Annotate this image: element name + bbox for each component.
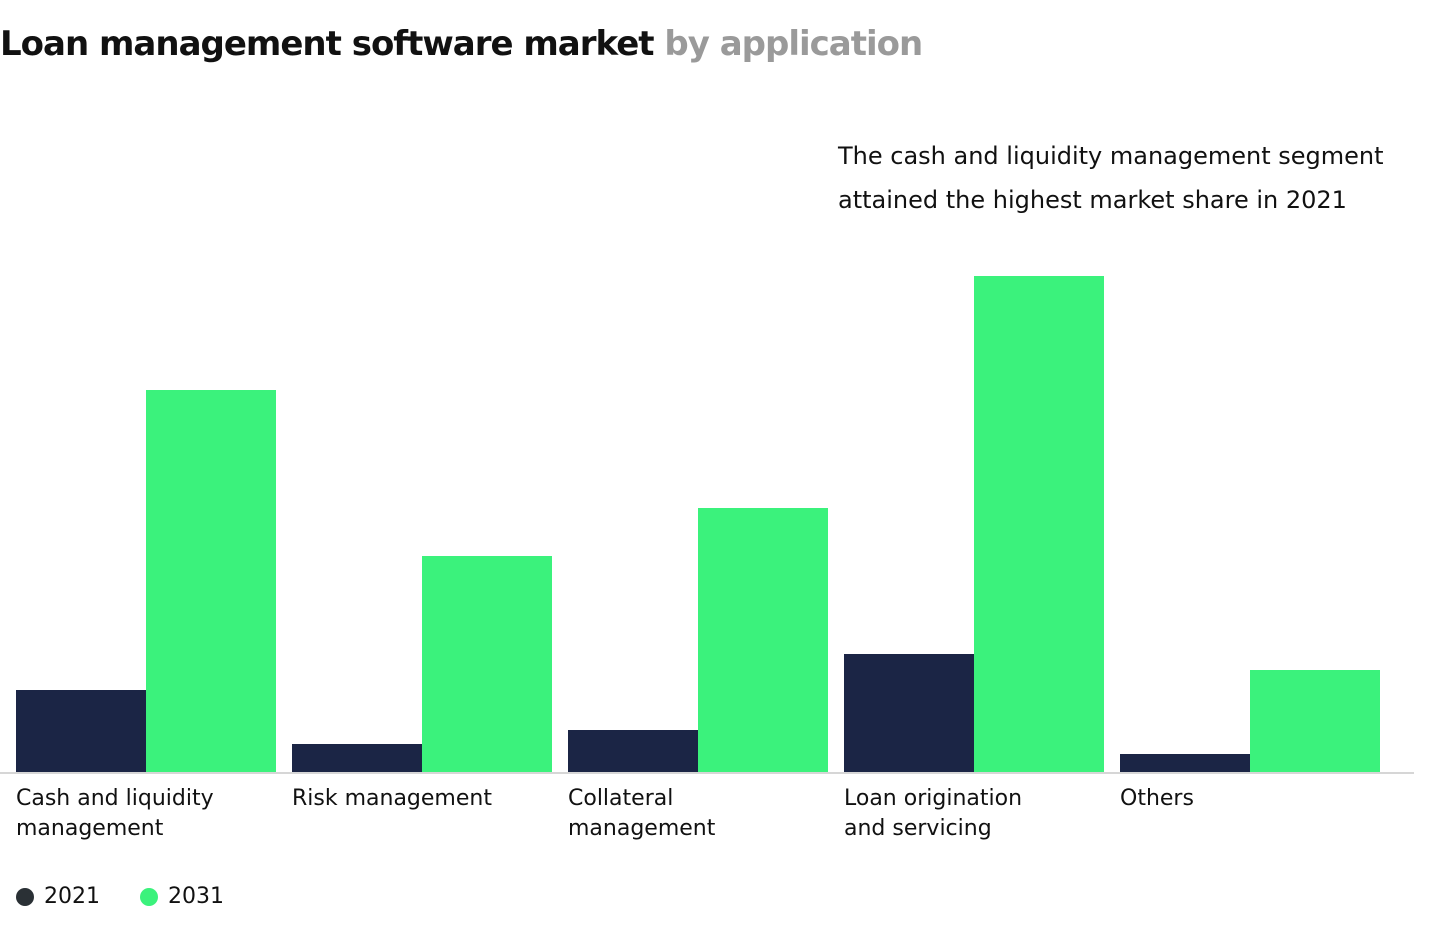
x-tick-label-line: Collateral	[568, 786, 674, 811]
bar-2031-3	[974, 276, 1104, 772]
legend: 2021 2031	[16, 884, 224, 909]
x-tick-label-line: Loan origination	[844, 786, 1023, 811]
chart-annotation: The cash and liquidity management segmen…	[838, 142, 1384, 214]
bar-2031-4	[1250, 670, 1380, 772]
bar-2021-3	[844, 654, 974, 772]
bar-2031-2	[698, 508, 828, 772]
x-tick-label: Others	[1120, 784, 1370, 814]
bar-2031-0	[146, 390, 276, 772]
x-tick-label-line: Risk management	[292, 786, 492, 811]
x-tick-label-line: and servicing	[844, 816, 992, 841]
legend-dot-icon	[16, 887, 34, 906]
legend-item: 2031	[140, 884, 224, 909]
title-main: Loan management software market	[0, 24, 655, 64]
bar-2031-1	[422, 556, 552, 772]
chart-title: Loan management software market by appli…	[0, 24, 923, 64]
x-tick-label: Risk management	[292, 784, 542, 814]
legend-dot-icon	[140, 887, 158, 906]
legend-label: 2031	[168, 884, 224, 909]
bar-2021-1	[292, 744, 422, 772]
x-tick-label-line: Others	[1120, 786, 1194, 811]
legend-label: 2021	[44, 884, 100, 909]
x-tick-label-line: Cash and liquidity	[16, 786, 214, 811]
x-tick-label-line: management	[568, 816, 716, 841]
bar-2021-0	[16, 690, 146, 772]
legend-item: 2021	[16, 884, 100, 909]
bar-2021-4	[1120, 754, 1250, 772]
x-tick-label: Cash and liquidity management	[16, 784, 266, 844]
x-tick-label-line: management	[16, 816, 164, 841]
bar-2021-2	[568, 730, 698, 772]
x-tick-label: Loan origination and servicing	[844, 784, 1094, 844]
x-tick-label: Collateral management	[568, 784, 818, 844]
title-subtitle: by application	[664, 24, 923, 64]
